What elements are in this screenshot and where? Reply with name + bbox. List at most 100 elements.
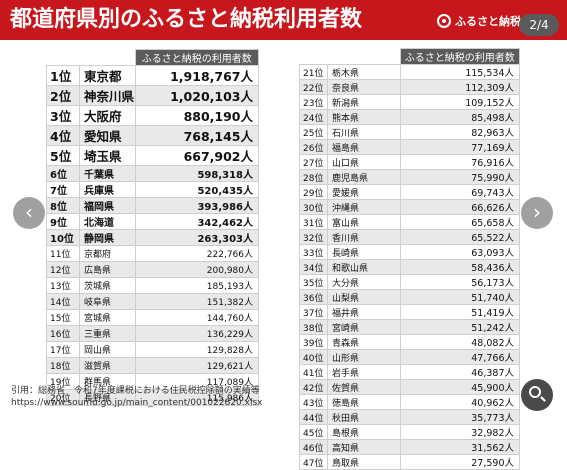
table-row: 47位 鳥取県 27,590人	[299, 454, 520, 470]
rank-cell: 22位	[299, 79, 328, 95]
table-row: 1位 東京都 1,918,767人	[46, 65, 259, 86]
count-cell: 65,522人	[399, 229, 520, 245]
table-row: 33位 長崎県 63,093人	[299, 244, 520, 260]
count-cell: 56,173人	[399, 274, 520, 290]
count-cell: 115,534人	[399, 64, 520, 80]
table-header-row: ふるさと納税の利用者数	[299, 48, 520, 65]
brand-logo-icon	[437, 14, 451, 28]
count-cell: 520,435人	[134, 181, 259, 198]
table-row: 31位 富山県 65,658人	[299, 214, 520, 230]
table-row: 24位 熊本県 85,498人	[299, 109, 520, 125]
table-row: 7位 兵庫県 520,435人	[46, 181, 259, 198]
rank-cell: 17位	[46, 341, 80, 358]
table-row: 37位 福井県 51,419人	[299, 304, 520, 320]
prev-slide-button[interactable]: ‹	[13, 197, 45, 229]
table-row: 14位 岐阜県 151,382人	[46, 293, 259, 310]
rank-cell: 46位	[299, 439, 328, 455]
table-row: 21位 栃木県 115,534人	[299, 64, 520, 80]
count-cell: 768,145人	[134, 125, 259, 146]
count-cell: 112,309人	[399, 79, 520, 95]
table-row: 38位 宮崎県 51,242人	[299, 319, 520, 335]
prefecture-cell: 長野県	[79, 389, 136, 406]
count-cell: 77,169人	[399, 139, 520, 155]
table-row: 42位 佐賀県 45,900人	[299, 379, 520, 395]
count-cell: 31,562人	[399, 439, 520, 455]
table-row: 41位 岩手県 46,387人	[299, 364, 520, 380]
rank-cell: 14位	[46, 293, 80, 310]
count-cell: 144,760人	[134, 309, 259, 326]
chevron-right-icon: ›	[533, 200, 541, 224]
rank-cell: 24位	[299, 109, 328, 125]
prefecture-cell: 岐阜県	[79, 293, 136, 310]
prefecture-cell: 高知県	[327, 439, 401, 455]
prefecture-cell: 鳥取県	[327, 454, 401, 470]
table-row: 46位 高知県 31,562人	[299, 439, 520, 455]
prefecture-cell: 栃木県	[327, 64, 401, 80]
rank-cell: 41位	[299, 364, 328, 380]
rank-cell: 6位	[46, 165, 80, 182]
count-cell: 76,916人	[399, 154, 520, 170]
rank-cell: 1位	[46, 65, 80, 86]
table-row: 44位 秋田県 35,773人	[299, 409, 520, 425]
count-cell: 185,193人	[134, 277, 259, 294]
count-cell: 85,498人	[399, 109, 520, 125]
rank-cell: 30位	[299, 199, 328, 215]
prefecture-cell: 兵庫県	[79, 181, 136, 198]
prefecture-cell: 青森県	[327, 334, 401, 350]
ranking-table-left: ふるさと納税の利用者数 1位 東京都 1,918,767人 2位 神奈川県 1,020,10…	[46, 49, 259, 406]
rank-cell: 45位	[299, 424, 328, 440]
prefecture-cell: 大分県	[327, 274, 401, 290]
prefecture-cell: 和歌山県	[327, 259, 401, 275]
rank-cell: 47位	[299, 454, 328, 470]
table-row: 36位 山梨県 51,740人	[299, 289, 520, 305]
prefecture-cell: 山形県	[327, 349, 401, 365]
table-row: 20位 長野県 115,986人	[46, 389, 259, 406]
count-cell: 58,436人	[399, 259, 520, 275]
table-row: 12位 広島県 200,980人	[46, 261, 259, 278]
slide-counter: 2/4	[519, 14, 559, 36]
rank-cell: 40位	[299, 349, 328, 365]
prefecture-cell: 宮城県	[79, 309, 136, 326]
table-row: 28位 鹿児島県 75,990人	[299, 169, 520, 185]
count-cell: 51,419人	[399, 304, 520, 320]
prefecture-cell: 佐賀県	[327, 379, 401, 395]
citation-url[interactable]: https://www.soumu.go.jp/main_content/001…	[11, 398, 263, 408]
prefecture-cell: 北海道	[79, 213, 136, 230]
rank-cell: 39位	[299, 334, 328, 350]
rank-cell: 12位	[46, 261, 80, 278]
prefecture-cell: 愛知県	[79, 125, 136, 146]
table-row: 11位 京都府 222,766人	[46, 245, 259, 262]
rank-cell: 37位	[299, 304, 328, 320]
rank-cell: 32位	[299, 229, 328, 245]
prefecture-cell: 山口県	[327, 154, 401, 170]
count-cell: 40,962人	[399, 394, 520, 410]
prefecture-cell: 神奈川県	[79, 85, 136, 106]
prefecture-cell: 三重県	[79, 325, 136, 342]
table-row: 10位 静岡県 263,303人	[46, 229, 259, 246]
prefecture-cell: 京都府	[79, 245, 136, 262]
prefecture-cell: 広島県	[79, 261, 136, 278]
count-cell: 51,740人	[399, 289, 520, 305]
rank-cell: 5位	[46, 145, 80, 166]
zoom-button[interactable]	[521, 379, 553, 411]
prefecture-cell: 沖縄県	[327, 199, 401, 215]
table-row: 23位 新潟県 109,152人	[299, 94, 520, 110]
table-row: 16位 三重県 136,229人	[46, 325, 259, 342]
table-row: 8位 福岡県 393,986人	[46, 197, 259, 214]
count-cell: 151,382人	[134, 293, 259, 310]
prefecture-cell: 埼玉県	[79, 145, 136, 166]
count-cell: 48,082人	[399, 334, 520, 350]
rank-cell: 25位	[299, 124, 328, 140]
table-row: 45位 島根県 32,982人	[299, 424, 520, 440]
count-cell: 82,963人	[399, 124, 520, 140]
count-cell: 51,242人	[399, 319, 520, 335]
prefecture-cell: 奈良県	[327, 79, 401, 95]
table-row: 22位 奈良県 112,309人	[299, 79, 520, 95]
table-row: 35位 大分県 56,173人	[299, 274, 520, 290]
count-cell: 27,590人	[399, 454, 520, 470]
count-cell: 66,626人	[399, 199, 520, 215]
prefecture-cell: 熊本県	[327, 109, 401, 125]
prefecture-cell: 岩手県	[327, 364, 401, 380]
prefecture-cell: 静岡県	[79, 229, 136, 246]
next-slide-button[interactable]: ›	[521, 197, 553, 229]
